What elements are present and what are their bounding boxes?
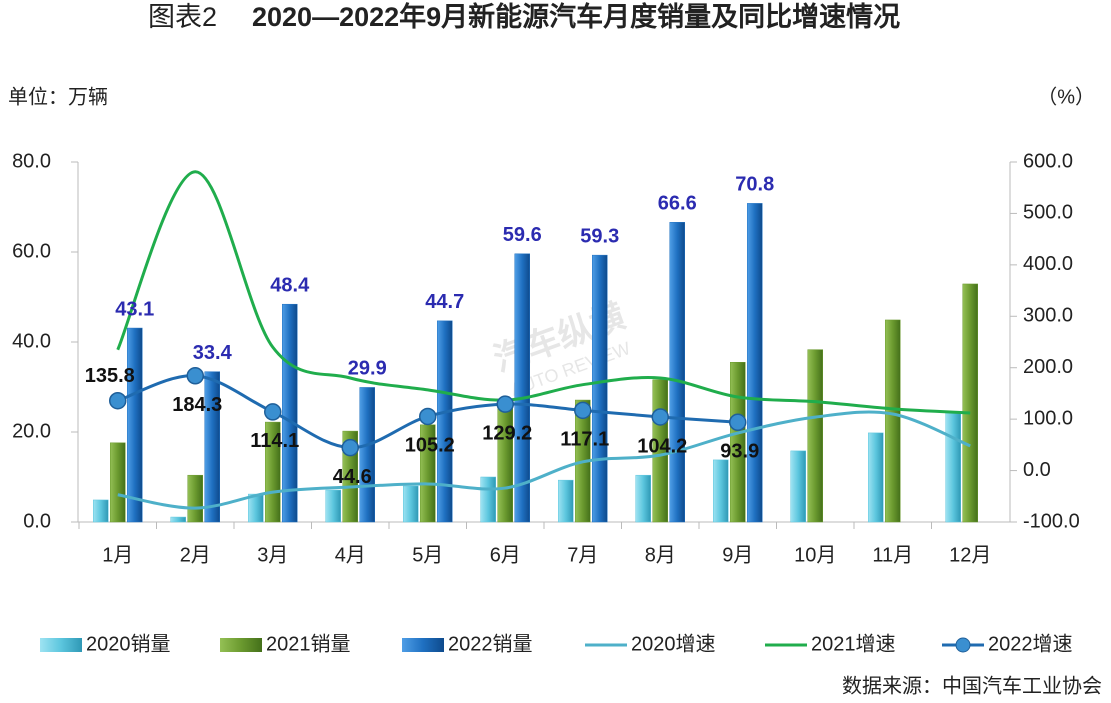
y-tick-label: 80.0 bbox=[12, 150, 51, 172]
bar-label: 33.4 bbox=[193, 342, 233, 364]
y2-tick-label: 0.0 bbox=[1023, 459, 1051, 481]
bar bbox=[962, 283, 978, 523]
marker bbox=[186, 367, 204, 385]
point-label: 44.6 bbox=[333, 466, 372, 488]
legend-label: 2021增速 bbox=[811, 632, 896, 655]
y-axis-label: 单位：万辆 bbox=[8, 85, 108, 108]
legend-label: 2020销量 bbox=[86, 632, 171, 655]
bar-label: 70.8 bbox=[735, 174, 774, 196]
x-tick-label: 9月 bbox=[722, 544, 753, 566]
y2-tick-label: 400.0 bbox=[1023, 253, 1073, 275]
y2-tick-label: 200.0 bbox=[1023, 356, 1073, 378]
point-label: 105.2 bbox=[405, 435, 455, 457]
legend-label: 2022增速 bbox=[988, 632, 1073, 655]
point-label: 129.2 bbox=[482, 422, 532, 444]
legend-label: 2021销量 bbox=[266, 632, 351, 655]
x-tick-label: 11月 bbox=[872, 544, 913, 566]
bar-label: 48.4 bbox=[270, 274, 310, 296]
legend-marker bbox=[955, 637, 971, 653]
point-label: 93.9 bbox=[720, 441, 759, 463]
legend-label: 2022销量 bbox=[448, 632, 533, 655]
bar bbox=[514, 253, 530, 523]
bar-label: 44.7 bbox=[425, 291, 464, 313]
bar bbox=[187, 474, 203, 523]
x-tick-label: 1月 bbox=[102, 544, 133, 566]
marker bbox=[264, 403, 282, 421]
bar bbox=[807, 349, 823, 523]
y-tick-label: 60.0 bbox=[12, 240, 51, 262]
bar bbox=[170, 516, 186, 523]
x-tick-label: 6月 bbox=[490, 544, 521, 566]
bar bbox=[558, 479, 574, 523]
bar bbox=[437, 320, 453, 523]
bar-label: 66.6 bbox=[658, 193, 697, 215]
y2-tick-label: 500.0 bbox=[1023, 202, 1073, 224]
point-label: 184.3 bbox=[172, 394, 222, 416]
legend-swatch bbox=[402, 638, 444, 652]
bar-label: 59.6 bbox=[503, 224, 542, 246]
y2-tick-label: -100.0 bbox=[1023, 510, 1080, 532]
point-label: 114.1 bbox=[250, 430, 299, 452]
bar-label: 29.9 bbox=[348, 358, 387, 380]
bar bbox=[730, 362, 746, 523]
marker bbox=[651, 408, 669, 426]
x-tick-label: 10月 bbox=[794, 544, 836, 566]
y2-tick-label: 600.0 bbox=[1023, 150, 1073, 172]
marker bbox=[109, 391, 127, 410]
y-tick-label: 20.0 bbox=[12, 420, 51, 442]
bar bbox=[265, 421, 281, 523]
bar bbox=[790, 450, 806, 523]
bar bbox=[325, 489, 341, 523]
bar bbox=[747, 203, 763, 523]
marker bbox=[574, 401, 592, 420]
bar bbox=[93, 499, 109, 523]
bar-label: 43.1 bbox=[115, 298, 154, 320]
bar bbox=[592, 254, 608, 523]
bar bbox=[885, 319, 901, 523]
bar bbox=[127, 327, 143, 523]
x-tick-label: 7月 bbox=[567, 544, 598, 566]
bar bbox=[945, 411, 961, 523]
y2-axis-label: （%） bbox=[1037, 85, 1095, 108]
legend-label: 2020增速 bbox=[631, 632, 716, 655]
y-tick-label: 0.0 bbox=[23, 510, 51, 532]
x-tick-label: 5月 bbox=[412, 544, 443, 566]
y-tick-label: 40.0 bbox=[12, 330, 51, 352]
bar bbox=[635, 474, 651, 523]
bar bbox=[204, 371, 220, 523]
bar bbox=[480, 476, 496, 523]
bar bbox=[110, 442, 126, 523]
point-label: 104.2 bbox=[637, 435, 687, 457]
x-tick-label: 8月 bbox=[645, 544, 676, 566]
chart-title: 2020—2022年9月新能源汽车月度销量及同比增速情况 bbox=[252, 1, 900, 32]
line bbox=[117, 410, 971, 510]
chart-title-prefix: 图表2 bbox=[148, 2, 217, 32]
x-tick-label: 3月 bbox=[257, 544, 288, 566]
source: 数据来源：中国汽车工业协会 bbox=[842, 674, 1102, 697]
bar bbox=[868, 432, 884, 523]
bar bbox=[403, 485, 419, 523]
marker bbox=[496, 395, 514, 413]
x-tick-label: 12月 bbox=[949, 544, 991, 566]
bar-label: 59.3 bbox=[580, 225, 619, 247]
y2-tick-label: 100.0 bbox=[1023, 407, 1073, 429]
bar bbox=[282, 303, 298, 523]
y2-tick-label: 300.0 bbox=[1023, 305, 1073, 327]
point-label: 135.8 bbox=[85, 365, 135, 387]
marker bbox=[419, 407, 437, 426]
bar bbox=[713, 459, 729, 523]
point-label: 117.1 bbox=[560, 429, 609, 451]
legend-swatch bbox=[220, 638, 262, 652]
marker bbox=[729, 413, 747, 432]
bar bbox=[669, 222, 685, 523]
marker bbox=[341, 438, 359, 457]
bar bbox=[359, 387, 375, 523]
x-tick-label: 2月 bbox=[180, 544, 211, 566]
x-tick-label: 4月 bbox=[335, 544, 366, 566]
legend-swatch bbox=[40, 638, 82, 652]
